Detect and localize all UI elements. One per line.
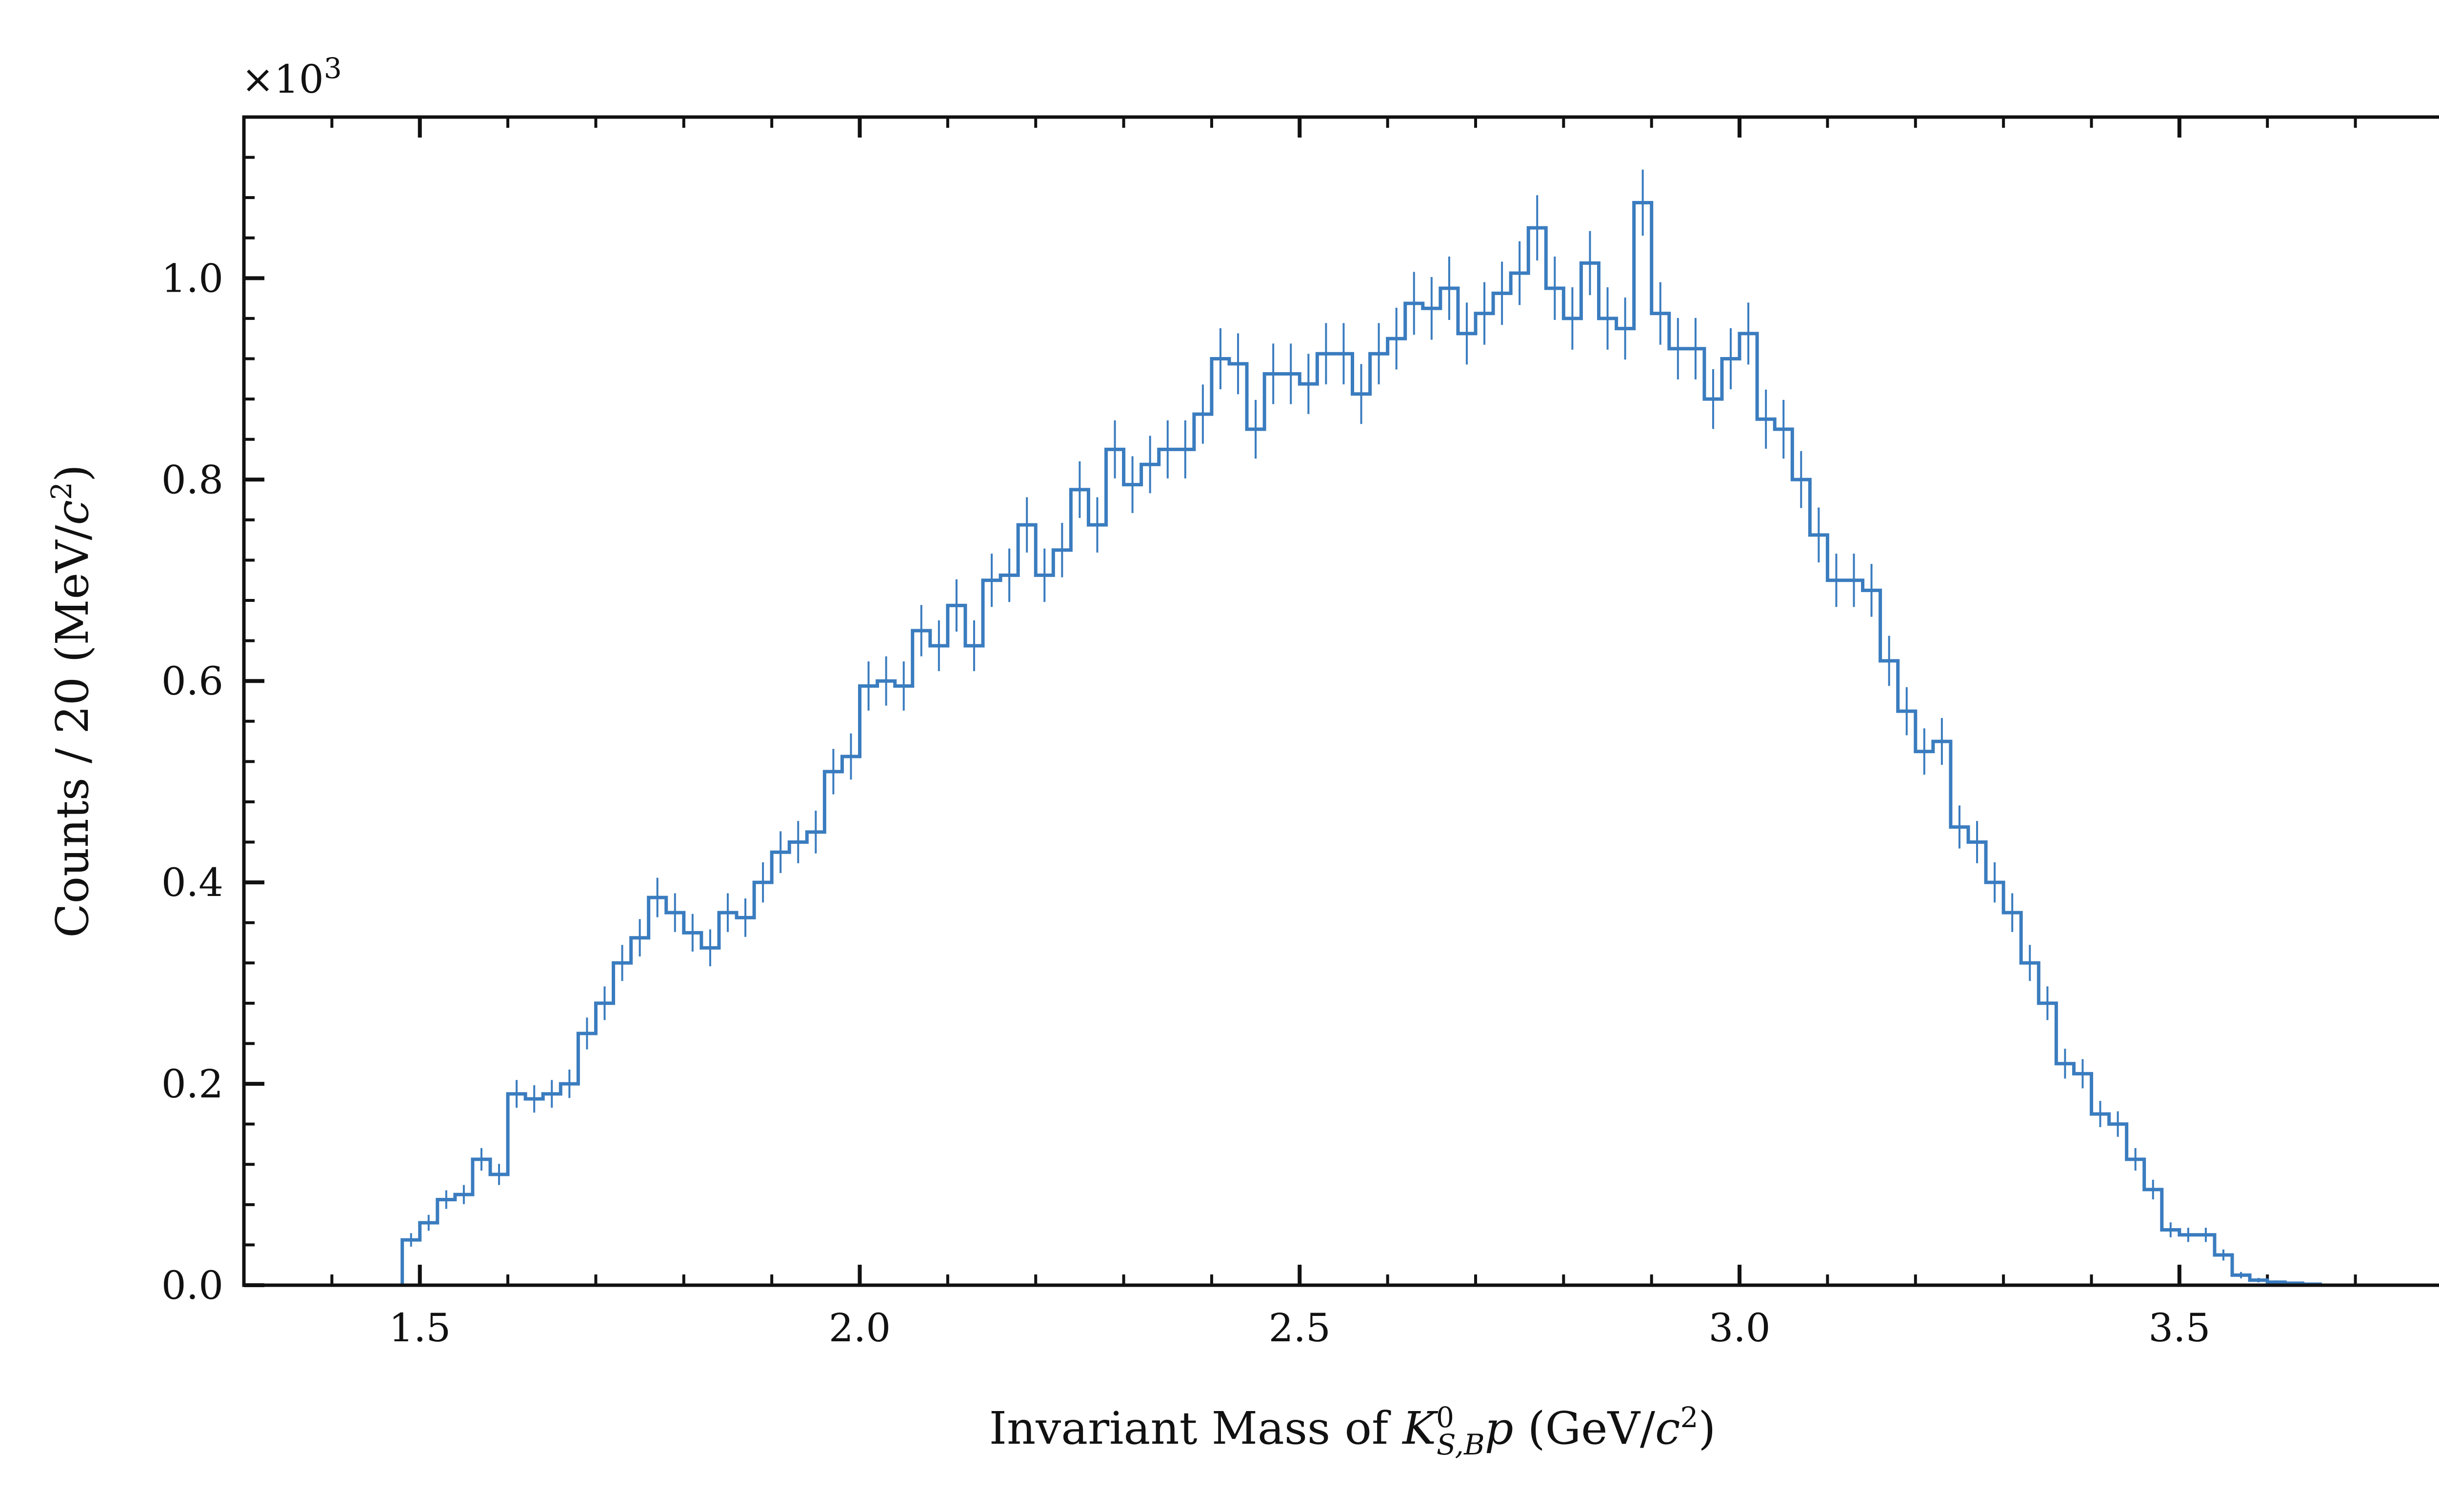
x-title-unit-exp: 2 xyxy=(1680,1401,1699,1434)
x-title-prefix: Invariant Mass of xyxy=(989,1402,1403,1454)
x-axis-title: Invariant Mass of K0 S,Bp (GeV/c2) xyxy=(989,1401,1716,1461)
x-tick-labels: 1.5 2.0 2.5 3.0 3.5 xyxy=(389,1305,2210,1351)
y-tick-label: 0.4 xyxy=(161,860,223,905)
x-title-unit-c: c xyxy=(1655,1402,1680,1454)
y-tick-label: 0.6 xyxy=(161,658,223,704)
x-title-unit-close: ) xyxy=(1698,1402,1716,1454)
y-tick-label: 0.8 xyxy=(161,457,223,502)
y-minor-ticks xyxy=(244,116,255,1247)
scale-note-prefix: ×10 xyxy=(241,57,324,102)
histogram-step-line xyxy=(400,200,2338,1287)
y-title-unit-close: ) xyxy=(46,464,99,482)
y-scale-note: ×103 xyxy=(241,52,342,102)
x-tick-label: 1.5 xyxy=(389,1305,451,1351)
x-tick-label: 3.0 xyxy=(1708,1305,1770,1351)
plot-frame xyxy=(242,115,2439,1287)
x-major-ticks xyxy=(418,117,2181,1285)
x-minor-ticks xyxy=(242,117,2357,1285)
x-title-symbol-sup: 0 xyxy=(1436,1401,1454,1434)
x-tick-label: 2.0 xyxy=(829,1305,891,1351)
x-title-particle: p xyxy=(1485,1402,1514,1454)
y-tick-labels: 0.0 0.2 0.4 0.6 0.8 1.0 xyxy=(161,256,223,1308)
y-title-unit-exp: 2 xyxy=(45,482,78,500)
x-title-symbol-sub: S,B xyxy=(1437,1428,1485,1461)
scale-note-exponent: 3 xyxy=(324,52,342,85)
x-title-symbol: K xyxy=(1401,1402,1439,1454)
x-tick-label: 3.5 xyxy=(2148,1305,2210,1351)
y-axis-title: Counts / 20 (MeV/c2) xyxy=(45,464,99,938)
y-title-unit-c: c xyxy=(46,500,99,525)
y-tick-label: 1.0 xyxy=(161,256,223,301)
y-tick-label: 0.2 xyxy=(161,1061,223,1107)
x-title-unit-open: (GeV/ xyxy=(1513,1402,1655,1454)
y-tick-label: 0.0 xyxy=(161,1263,223,1308)
x-tick-label: 2.5 xyxy=(1269,1305,1331,1351)
y-title-prefix: Counts / 20 (MeV/ xyxy=(46,525,99,938)
